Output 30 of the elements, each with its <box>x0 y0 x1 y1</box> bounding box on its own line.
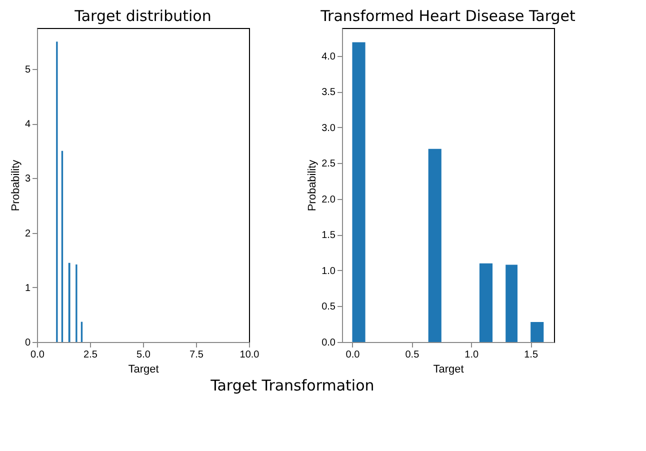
y-tick-label: 3.5 <box>322 87 336 98</box>
x-axis-title: Target <box>433 364 464 376</box>
x-tick-label: 7.5 <box>190 350 204 360</box>
x-tick-label: 1.5 <box>524 350 538 360</box>
chart-title: Transformed Heart Disease Target <box>320 7 576 25</box>
y-tick-label: 2.5 <box>322 158 336 170</box>
text: Target Transformation <box>210 376 374 394</box>
x-tick-label: 5.0 <box>136 350 151 360</box>
x-tick-label: 10.0 <box>240 350 260 360</box>
y-tick-label: 4 <box>24 119 31 130</box>
x-tick-label: 1.0 <box>464 350 480 360</box>
y-tick-label: 5 <box>24 64 31 76</box>
y-tick-label: 1.0 <box>322 266 336 277</box>
y-tick-label: 4.0 <box>322 51 336 62</box>
x-axis-title: Target <box>128 364 159 376</box>
y-tick-label: 3.0 <box>322 122 336 134</box>
y-axis-title: Probability <box>10 159 22 212</box>
chart-title: Target distribution <box>74 7 212 25</box>
y-tick-label: 1 <box>24 282 31 294</box>
y-tick-label: 2.0 <box>322 194 336 206</box>
y-tick-label: 2 <box>24 228 31 240</box>
y-tick-label: 0.5 <box>322 302 336 313</box>
y-tick-label: 0 <box>24 338 31 348</box>
y-axis-title: Probability <box>306 159 319 212</box>
y-tick-label: 3 <box>24 174 31 185</box>
y-tick-label: 0.0 <box>322 338 336 348</box>
x-tick-label: 0.0 <box>346 350 360 360</box>
y-tick-label: 1.5 <box>322 230 336 242</box>
x-tick-label: 0.5 <box>405 350 420 360</box>
x-tick-label: 2.5 <box>84 350 98 360</box>
